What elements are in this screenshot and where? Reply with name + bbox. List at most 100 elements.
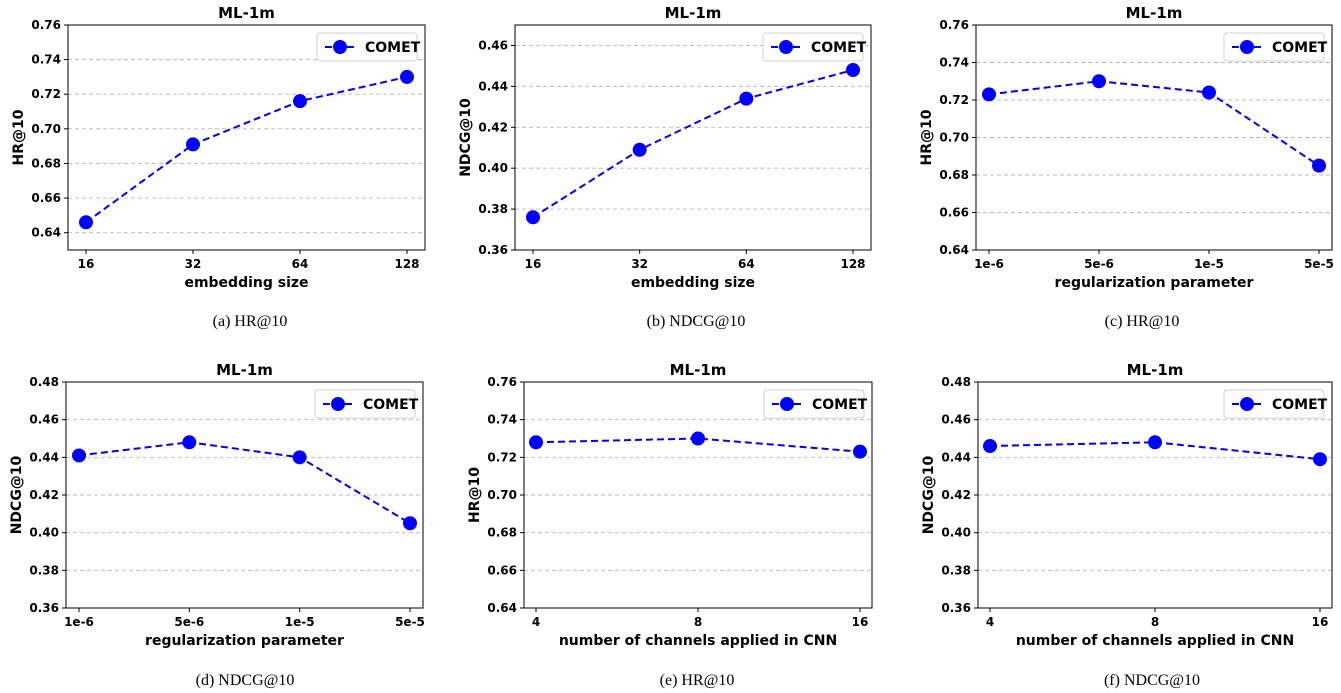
series-line-comet <box>988 80 1320 167</box>
data-point <box>982 87 996 102</box>
y-tick-label: 0.70 <box>939 131 969 145</box>
x-tick-label: 1e-5 <box>285 615 315 629</box>
subfigure-caption: (a) HR@10 <box>213 313 288 330</box>
y-tick-label: 0.46 <box>478 38 508 52</box>
x-tick-label: 16 <box>78 257 95 271</box>
y-tick-label: 0.76 <box>487 375 517 389</box>
legend-label: COMET <box>1272 40 1328 56</box>
x-tick-label: 8 <box>694 615 702 629</box>
y-tick-label: 0.64 <box>31 226 61 240</box>
y-tick-label: 0.72 <box>939 93 969 107</box>
data-point <box>529 435 543 450</box>
series-line-comet <box>535 437 861 453</box>
y-tick-label: 0.38 <box>29 563 59 577</box>
y-tick-label: 0.74 <box>939 56 969 70</box>
y-tick-label: 0.40 <box>478 161 508 175</box>
subfigure-caption: (b) NDCG@10 <box>647 313 746 330</box>
subfigure-caption: (e) HR@10 <box>660 672 735 689</box>
y-axis-label: HR@10 <box>467 467 483 523</box>
y-tick-label: 0.74 <box>31 53 61 67</box>
data-point <box>739 91 754 106</box>
y-tick-label: 0.46 <box>29 413 59 427</box>
y-tick-label: 0.68 <box>939 168 969 182</box>
chart-title: ML-1m <box>1126 4 1183 22</box>
legend-marker <box>779 40 793 54</box>
y-axis-label: HR@10 <box>919 109 935 165</box>
x-axis-label: regularization parameter <box>1055 275 1254 291</box>
legend-marker <box>333 40 347 54</box>
y-tick-label: 0.46 <box>941 413 971 427</box>
legend-marker <box>780 397 794 411</box>
legend: COMET <box>1223 32 1328 62</box>
chart-panel-4: 0.64 0.66 0.68 0.70 0.72 0.74 0.76 4 8 16 ML-1m num… <box>467 361 873 649</box>
x-tick-label: 1e-6 <box>974 257 1004 271</box>
plot-frame <box>514 24 872 251</box>
chart-panel-2: 0.64 0.66 0.68 0.70 0.72 0.74 0.76 1e-6 5e-6 1e-5… <box>919 4 1334 291</box>
data-point <box>983 439 997 454</box>
data-point <box>1312 158 1326 173</box>
x-axis-label: regularization parameter <box>145 633 344 649</box>
y-tick-label: 0.64 <box>939 243 969 257</box>
chart-panel-5: 0.36 0.38 0.40 0.42 0.44 0.46 0.48 4 8 16 ML-1m num… <box>921 361 1333 649</box>
data-point <box>1092 74 1106 89</box>
subfigure-caption: (c) HR@10 <box>1105 313 1180 330</box>
legend: COMET <box>763 389 868 419</box>
legend-label: COMET <box>1272 397 1328 413</box>
x-tick-label: 32 <box>185 257 202 271</box>
y-tick-label: 0.36 <box>29 601 59 615</box>
data-point <box>186 137 200 152</box>
data-point <box>853 444 867 459</box>
y-axis-label: NDCG@10 <box>921 455 937 534</box>
x-axis-label: number of channels applied in CNN <box>1016 633 1294 649</box>
legend-label: COMET <box>363 397 419 413</box>
data-point <box>79 215 93 230</box>
legend: COMET <box>316 32 421 62</box>
legend-label: COMET <box>812 397 868 413</box>
chart-title: ML-1m <box>216 361 273 379</box>
legend-label: COMET <box>365 40 421 56</box>
x-tick-label: 32 <box>631 257 648 271</box>
data-point <box>691 431 705 446</box>
x-tick-label: 4 <box>986 615 994 629</box>
chart-title: ML-1m <box>670 361 727 379</box>
y-tick-label: 0.76 <box>939 18 969 32</box>
data-point <box>293 94 307 109</box>
data-point <box>400 69 414 84</box>
plot-frame <box>977 381 1333 609</box>
legend: COMET <box>1223 389 1328 419</box>
y-tick-label: 0.40 <box>941 526 971 540</box>
y-tick-label: 0.72 <box>31 87 61 101</box>
y-tick-label: 0.76 <box>31 18 61 32</box>
y-tick-label: 0.70 <box>487 488 517 502</box>
legend: COMET <box>314 389 419 419</box>
chart-title: ML-1m <box>1127 361 1184 379</box>
x-tick-label: 16 <box>852 615 869 629</box>
series-line-comet <box>85 75 408 224</box>
legend-marker <box>331 397 345 411</box>
x-axis-label: embedding size <box>184 275 308 291</box>
chart-panel-3: 0.36 0.38 0.40 0.42 0.44 0.46 0.48 1e-6 5e-6 1e-5… <box>9 361 425 649</box>
y-tick-label: 0.44 <box>941 450 971 464</box>
x-tick-label: 16 <box>1312 615 1329 629</box>
x-tick-label: 5e-5 <box>395 615 425 629</box>
y-tick-label: 0.66 <box>939 206 969 220</box>
plot-frame <box>67 24 426 251</box>
y-tick-label: 0.68 <box>487 526 517 540</box>
legend-box <box>1223 32 1325 62</box>
x-tick-label: 4 <box>532 615 540 629</box>
x-tick-label: 1e-6 <box>64 615 94 629</box>
y-tick-label: 0.36 <box>941 601 971 615</box>
data-point <box>182 435 197 450</box>
data-point <box>292 450 307 465</box>
y-tick-label: 0.70 <box>31 122 61 136</box>
x-tick-label: 128 <box>394 257 419 271</box>
legend-box <box>763 389 865 419</box>
x-axis-label: number of channels applied in CNN <box>559 633 837 649</box>
data-point <box>72 448 86 463</box>
y-tick-label: 0.42 <box>29 488 59 502</box>
data-point <box>1148 435 1162 450</box>
y-tick-label: 0.44 <box>29 450 59 464</box>
subfigure-caption: (d) NDCG@10 <box>196 672 295 689</box>
y-tick-label: 0.48 <box>941 375 971 389</box>
plot-frame <box>523 381 873 609</box>
